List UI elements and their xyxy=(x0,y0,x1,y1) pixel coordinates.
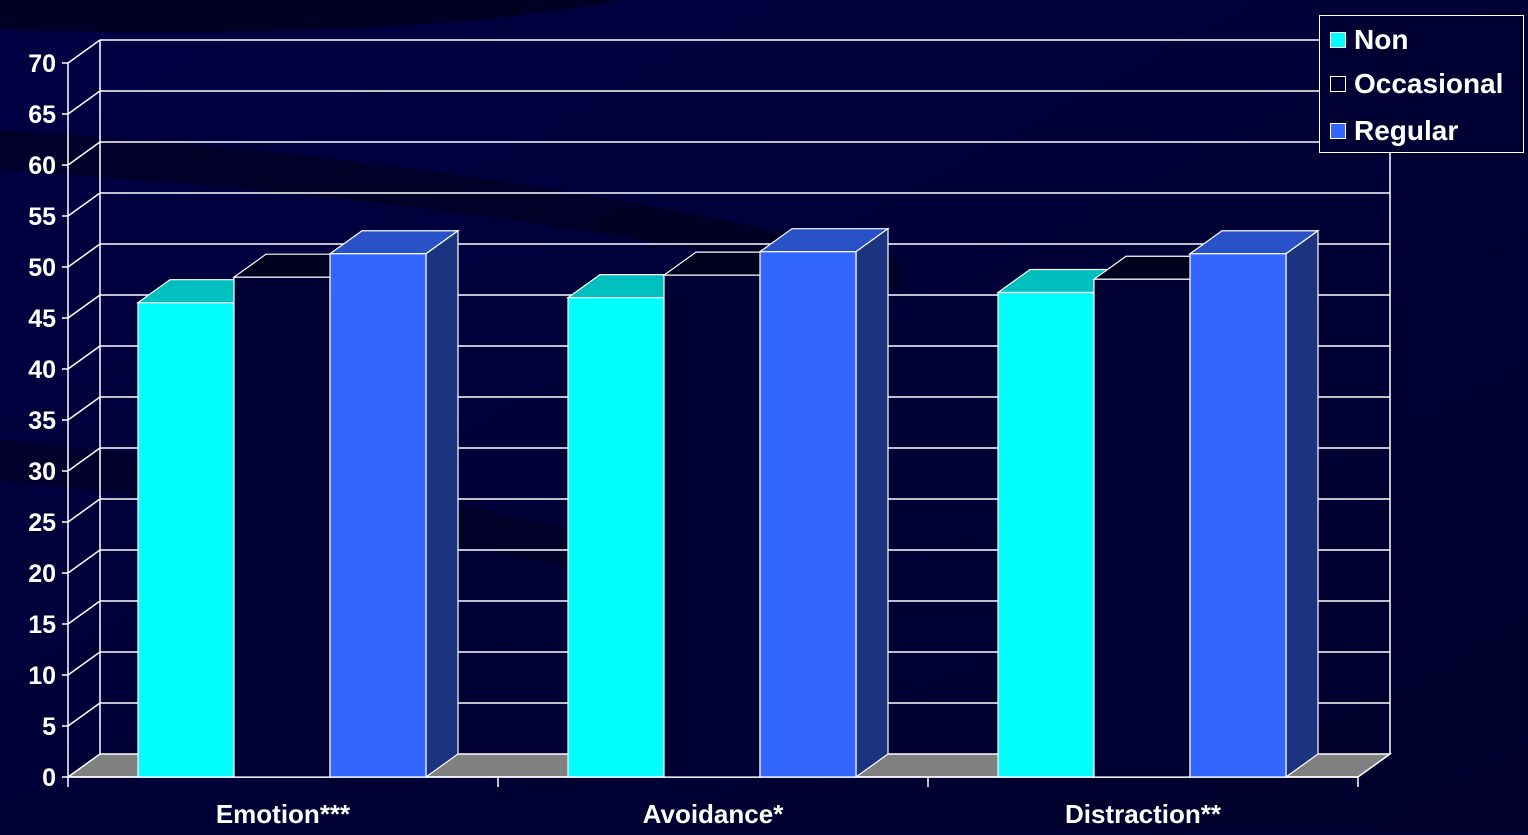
legend-label-non: Non xyxy=(1354,24,1409,55)
bar xyxy=(1189,253,1287,778)
gridline-side xyxy=(67,243,101,268)
y-tick-label: 15 xyxy=(28,611,56,639)
y-tick-label: 60 xyxy=(28,152,56,180)
x-tick-label: Distraction** xyxy=(1065,799,1222,829)
y-tick-label: 5 xyxy=(42,713,56,741)
gridline-side xyxy=(67,600,101,625)
legend-item-regular: Regular xyxy=(1330,111,1458,151)
gridline-side xyxy=(67,447,101,472)
y-tick-label: 45 xyxy=(28,305,56,333)
legend-item-occasional: Occasional xyxy=(1330,64,1503,104)
bar xyxy=(997,291,1095,778)
gridline-side xyxy=(67,345,101,370)
gridline-side xyxy=(67,651,101,676)
y-tick-label: 55 xyxy=(28,203,56,231)
gridline-side xyxy=(67,498,101,523)
x-tick-label: Avoidance* xyxy=(643,799,785,829)
legend-swatch-regular xyxy=(1330,123,1346,139)
bar xyxy=(137,302,235,778)
x-tick-label: Emotion*** xyxy=(216,799,351,829)
bar-side xyxy=(855,227,889,779)
legend-label-occasional: Occasional xyxy=(1354,68,1504,99)
legend: Non Occasional Regular xyxy=(1319,15,1524,153)
gridline-side xyxy=(67,396,101,421)
bar xyxy=(233,276,331,778)
bar-side xyxy=(425,229,459,779)
gridline-side xyxy=(67,192,101,217)
legend-label-regular: Regular xyxy=(1354,115,1459,146)
y-tick-label: 50 xyxy=(28,254,56,282)
gridline-side xyxy=(67,294,101,319)
x-tick-labels: Emotion*** Avoidance* Distraction** xyxy=(216,799,1222,829)
y-tick-labels: 0 5 10 15 20 25 30 35 40 45 50 55 60 65 70 xyxy=(28,50,56,792)
y-tick-label: 70 xyxy=(28,50,56,78)
y-tick-label: 25 xyxy=(28,509,56,537)
gridline-side xyxy=(67,141,101,166)
bar xyxy=(329,253,427,778)
background-streak xyxy=(0,130,900,290)
gridline-side xyxy=(67,90,101,115)
y-tick-label: 20 xyxy=(28,560,56,588)
y-tick-label: 0 xyxy=(42,764,56,792)
y-tick-label: 35 xyxy=(28,407,56,435)
gridline-side xyxy=(67,39,101,64)
background-streak xyxy=(0,0,620,32)
bars xyxy=(136,227,1320,779)
gridline-side xyxy=(67,549,101,574)
bar xyxy=(663,274,761,778)
y-tick-label: 10 xyxy=(28,662,56,690)
legend-swatch-non xyxy=(1330,32,1346,48)
bar xyxy=(759,251,857,778)
legend-swatch-occasional xyxy=(1330,76,1346,92)
y-tick-label: 65 xyxy=(28,101,56,129)
legend-item-non: Non xyxy=(1330,20,1408,60)
bar-side xyxy=(1285,229,1319,779)
bar xyxy=(567,297,665,778)
y-tick-label: 40 xyxy=(28,356,56,384)
y-tick-label: 30 xyxy=(28,458,56,486)
gridline-side xyxy=(67,702,101,727)
bar xyxy=(1093,278,1191,778)
